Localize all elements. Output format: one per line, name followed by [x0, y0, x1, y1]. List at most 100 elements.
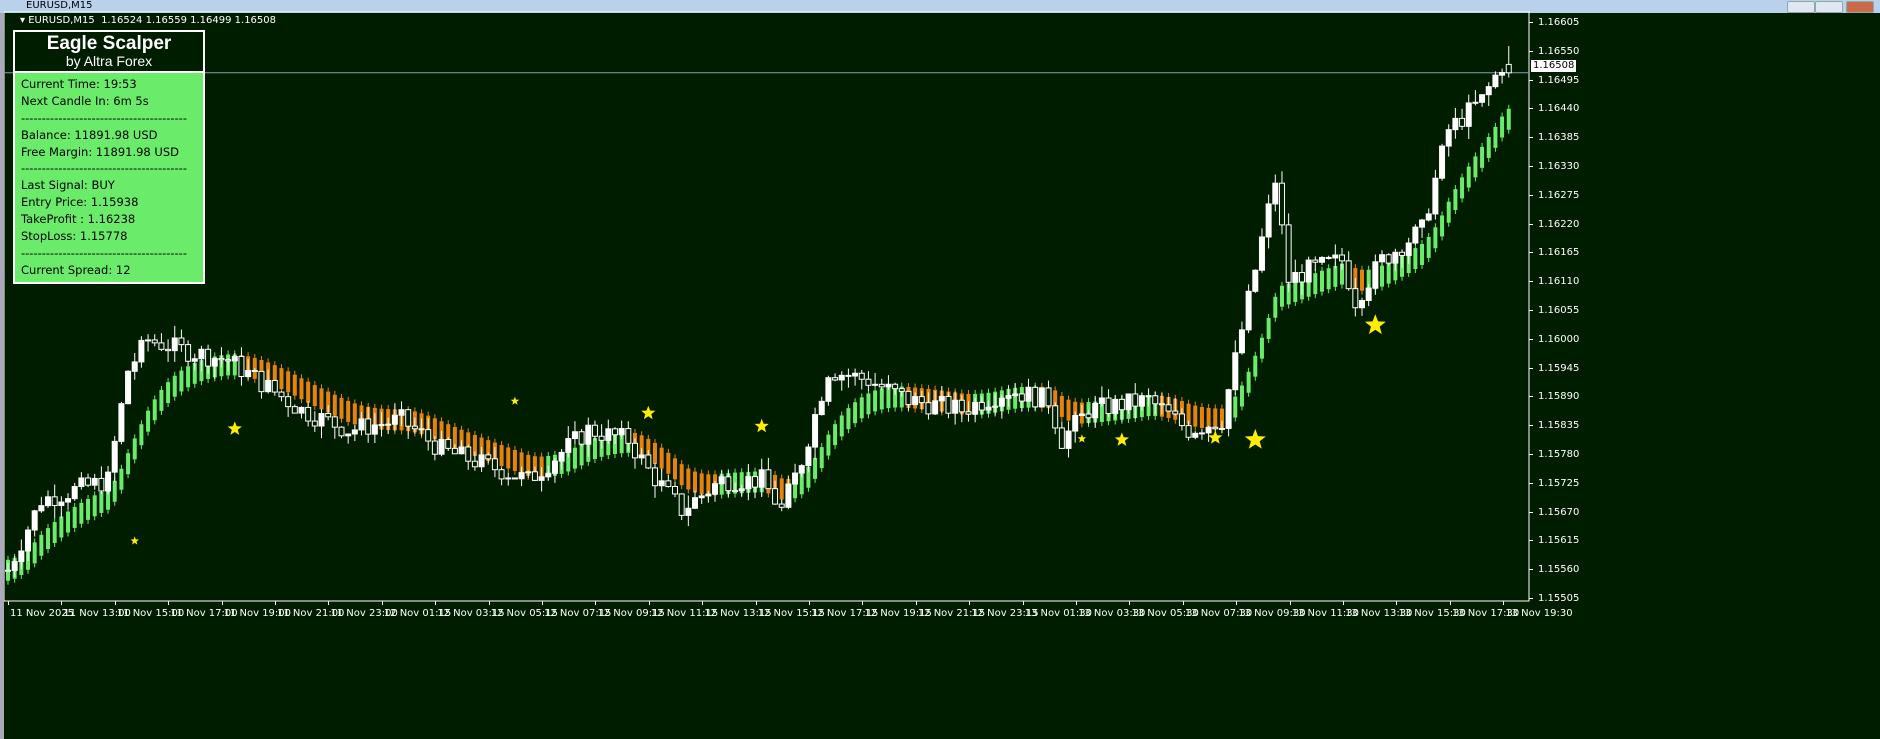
candle-body [78, 477, 85, 488]
candle-body [5, 569, 11, 572]
candle-body [1078, 413, 1085, 417]
candle-body [505, 477, 512, 480]
candle-body [411, 425, 418, 430]
price-tick-mark [1529, 598, 1533, 599]
candle-body [138, 339, 145, 363]
indicator-bar [799, 473, 804, 495]
candle-body [705, 493, 712, 497]
indicator-bar [1333, 265, 1338, 287]
candle-body [431, 440, 438, 455]
indicator-bar [1239, 385, 1244, 407]
indicator-bar [1446, 201, 1451, 223]
candle-body [58, 501, 65, 507]
indicator-bar [592, 438, 597, 460]
panel-divider: ---------------------------------------- [21, 245, 187, 260]
price-tick: 1.16055 [1538, 305, 1580, 316]
candle-body [585, 424, 592, 445]
candle-body [85, 477, 92, 486]
collapse-arrow-icon[interactable]: ▾ [20, 15, 26, 26]
price-chart[interactable] [4, 11, 1880, 739]
time-tick-mark [702, 601, 704, 605]
candle-body [1178, 413, 1185, 427]
price-tick-mark [1529, 367, 1533, 369]
candle-body [718, 476, 725, 485]
indicator-bar [132, 438, 137, 460]
time-tick-mark [1503, 601, 1505, 605]
candle-body [1045, 387, 1052, 407]
indicator-bar [866, 393, 871, 415]
candle-body [1439, 145, 1446, 179]
candle-body [738, 488, 745, 492]
indicator-bar [859, 397, 864, 419]
candle-body [1405, 242, 1412, 256]
maximize-button[interactable] [1815, 1, 1843, 13]
time-tick-mark [1129, 601, 1131, 605]
candle-body [91, 477, 98, 486]
time-tick-mark [595, 601, 597, 605]
candle-body [905, 390, 912, 406]
indicator-bar [1420, 244, 1425, 265]
candle-body [805, 446, 812, 467]
time-tick: 12 Nov 01:15 [383, 608, 452, 619]
time-tick-mark [969, 601, 971, 605]
price-tick: 1.16110 [1538, 276, 1580, 288]
indicator-bar [793, 477, 798, 499]
candle-body [318, 413, 325, 427]
candle-body [398, 409, 405, 416]
time-tick: 12 Nov 19:15 [864, 608, 932, 619]
candle-body [45, 496, 52, 507]
candle-body [198, 348, 205, 360]
candle-body [65, 498, 72, 503]
indicator-bar [693, 471, 698, 493]
indicator-bar [879, 388, 884, 410]
time-tick: 11 Nov 17:00 [170, 608, 238, 619]
candle-body [218, 358, 225, 361]
candle-body [1252, 269, 1259, 292]
price-tick: 1.15615 [1538, 535, 1580, 547]
indicator-bar [112, 480, 117, 502]
indicator-bar [119, 468, 124, 490]
indicator-bar [572, 447, 577, 469]
candle-body [1112, 398, 1119, 414]
panel-title: Eagle Scalper [46, 33, 172, 54]
candle-body [325, 413, 332, 418]
candle-body [418, 428, 425, 431]
indicator-bar [1340, 263, 1344, 285]
indicator-bar [99, 491, 104, 513]
candle-body [838, 374, 845, 381]
close-button[interactable] [1846, 1, 1874, 13]
candle-body [952, 399, 959, 414]
candle-body [311, 420, 318, 427]
indicator-bar [1500, 116, 1505, 138]
minimize-button[interactable] [1787, 1, 1815, 13]
indicator-bar [1453, 189, 1458, 211]
candle-body [391, 414, 398, 425]
indicator-bar [339, 397, 344, 419]
symbol-timeframe: EURUSD,M15 [28, 15, 95, 26]
candle-body [338, 426, 345, 437]
price-tick-mark [1529, 396, 1533, 398]
indicator-bar [1306, 275, 1311, 297]
candle-body [672, 485, 678, 495]
candle-body [331, 416, 338, 428]
indicator-bar [873, 390, 878, 412]
candle-body [611, 428, 618, 436]
price-tick: 1.16000 [1538, 333, 1580, 345]
candle-body [1238, 329, 1245, 354]
candle-body [98, 477, 105, 492]
indicator-bar [172, 375, 177, 397]
indicator-bar [1460, 177, 1465, 199]
indicator-bar [1313, 273, 1318, 295]
indicator-bar [179, 370, 184, 392]
candle-body [1092, 402, 1099, 419]
indicator-bar [1233, 396, 1238, 418]
price-tick: 1.15780 [1538, 449, 1580, 460]
time-tick-mark [8, 601, 9, 605]
indicator-bar [1466, 166, 1471, 188]
price-tick: 1.15505 [1538, 593, 1580, 604]
indicator-bar [139, 424, 144, 446]
eagle-scalper-panel: Eagle Scalper by Altra Forex Current Tim… [13, 30, 205, 284]
indicator-bar [459, 429, 464, 451]
candle-body [1305, 259, 1312, 283]
indicator-bar [352, 403, 357, 425]
